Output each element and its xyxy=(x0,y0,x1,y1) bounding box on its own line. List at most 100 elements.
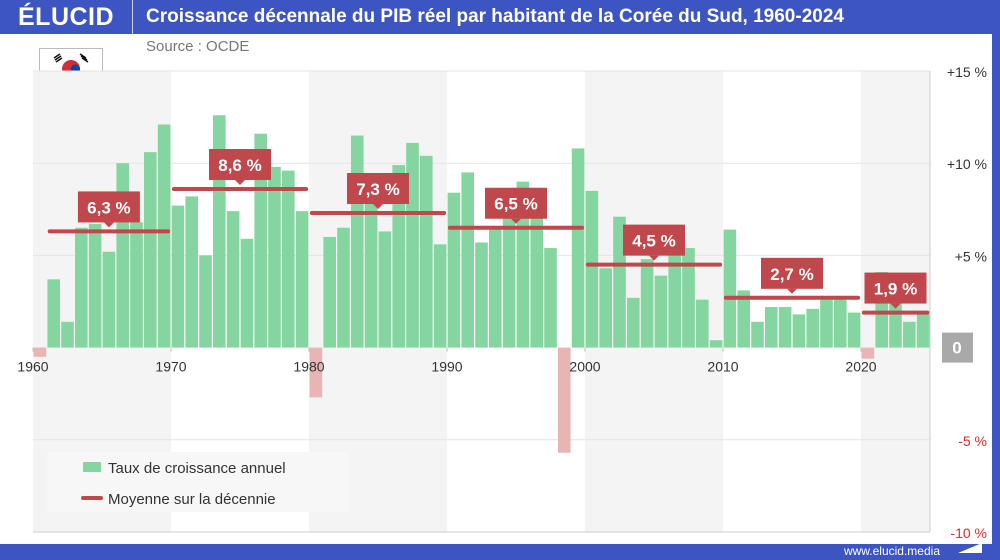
average-label-pointer xyxy=(103,222,114,228)
bar-1977 xyxy=(268,166,281,348)
average-label-box xyxy=(864,272,927,304)
average-label-box xyxy=(209,149,271,181)
average-label-pointer xyxy=(373,203,383,209)
average-label: 6,3 % xyxy=(87,198,130,217)
bar-1981 xyxy=(323,236,336,348)
bar-1988 xyxy=(420,155,433,348)
bar-1965 xyxy=(102,251,116,348)
average-label-box xyxy=(761,257,823,289)
y-tick-label: +15 % xyxy=(947,64,987,80)
average-label-box xyxy=(347,172,409,204)
y-tick-label: +10 % xyxy=(947,156,987,172)
bar-1995 xyxy=(516,181,530,348)
bar-1997 xyxy=(544,248,557,348)
bar-2000 xyxy=(585,190,599,348)
average-label: 4,5 % xyxy=(632,232,675,251)
y-tick-label: -5 % xyxy=(958,433,987,449)
bar-1990 xyxy=(447,192,461,348)
bar-1980 xyxy=(309,347,323,398)
bar-1979 xyxy=(295,211,309,348)
average-label: 1,9 % xyxy=(874,280,917,299)
zero-badge xyxy=(942,332,973,363)
bar-1969 xyxy=(157,124,171,348)
bar-1974 xyxy=(226,211,240,348)
legend-label: Moyenne sur la décennie xyxy=(108,491,276,508)
bar-2001 xyxy=(599,268,612,348)
bar-2024 xyxy=(916,310,930,348)
average-label-box xyxy=(77,191,140,223)
chart-title: Croissance décennale du PIB réel par hab… xyxy=(146,6,844,27)
bar-1992 xyxy=(475,242,488,348)
bar-2015 xyxy=(792,314,806,348)
bar-1971 xyxy=(185,196,198,348)
bar-1966 xyxy=(116,163,129,348)
bar-2017 xyxy=(820,299,833,348)
average-label-pointer xyxy=(511,218,521,224)
bar-2008 xyxy=(696,299,709,348)
bar-1993 xyxy=(489,229,502,348)
bar-2006 xyxy=(668,255,681,348)
elucid-logo: ÉLUCID xyxy=(18,3,115,31)
bar-2018 xyxy=(834,299,847,348)
bar-2023 xyxy=(903,321,916,348)
bar-1985 xyxy=(378,231,392,348)
bar-2016 xyxy=(806,308,819,348)
bar-1962 xyxy=(61,321,74,348)
bar-2014 xyxy=(778,307,792,348)
bar-1970 xyxy=(171,205,185,348)
bar-1972 xyxy=(199,255,212,348)
bar-2002 xyxy=(613,216,626,348)
header: ÉLUCID Croissance décennale du PIB réel … xyxy=(0,0,1000,34)
bar-2004 xyxy=(640,259,654,348)
bar-1998 xyxy=(558,347,571,453)
x-tick-label: 1960 xyxy=(17,359,48,375)
bar-1982 xyxy=(337,227,350,348)
x-tick-label: 1980 xyxy=(293,359,324,375)
bar-2020 xyxy=(861,347,875,359)
bar-1994 xyxy=(502,214,516,348)
bar-1963 xyxy=(75,227,88,348)
average-label-box xyxy=(485,187,547,219)
average-label-pointer xyxy=(235,180,245,186)
bar-1996 xyxy=(530,214,543,348)
x-tick-label: 1970 xyxy=(155,359,186,375)
average-label: 2,7 % xyxy=(770,265,813,284)
legend-label: Taux de croissance annuel xyxy=(108,460,286,477)
bar-1999 xyxy=(571,148,585,348)
divider xyxy=(132,0,133,34)
bar-1964 xyxy=(88,224,102,348)
bar-2005 xyxy=(654,275,668,348)
footer-url[interactable]: www.elucid.media xyxy=(843,544,940,558)
bar-2003 xyxy=(627,297,640,348)
bar-1961 xyxy=(47,279,60,348)
bar-2010 xyxy=(723,229,737,348)
y-tick-label: 0 xyxy=(952,339,961,358)
bar-2019 xyxy=(847,312,861,348)
bar-1960 xyxy=(33,347,47,357)
bar-1989 xyxy=(433,244,447,348)
x-tick-label: 1990 xyxy=(431,359,462,375)
average-label-box xyxy=(623,224,685,256)
bar-2011 xyxy=(737,290,750,348)
average-label: 6,5 % xyxy=(494,195,537,214)
average-label-pointer xyxy=(890,303,901,309)
bar-2013 xyxy=(765,307,778,348)
bar-1967 xyxy=(130,222,143,348)
bar-1986 xyxy=(392,165,405,348)
bar-1983 xyxy=(351,135,364,348)
legend-swatch-bar xyxy=(83,462,101,472)
y-tick-label: -10 % xyxy=(950,525,987,541)
average-label-pointer xyxy=(649,255,659,261)
bar-1984 xyxy=(364,200,378,348)
bar-1975 xyxy=(240,238,254,348)
x-tick-label: 2020 xyxy=(845,359,876,375)
bar-2012 xyxy=(751,321,764,348)
average-label: 8,6 % xyxy=(218,156,261,175)
bar-1987 xyxy=(406,142,419,348)
bar-1991 xyxy=(461,172,474,348)
y-tick-label: +5 % xyxy=(955,248,987,264)
bar-1968 xyxy=(144,152,157,348)
bar-2007 xyxy=(682,248,695,348)
x-tick-label: 2000 xyxy=(569,359,600,375)
